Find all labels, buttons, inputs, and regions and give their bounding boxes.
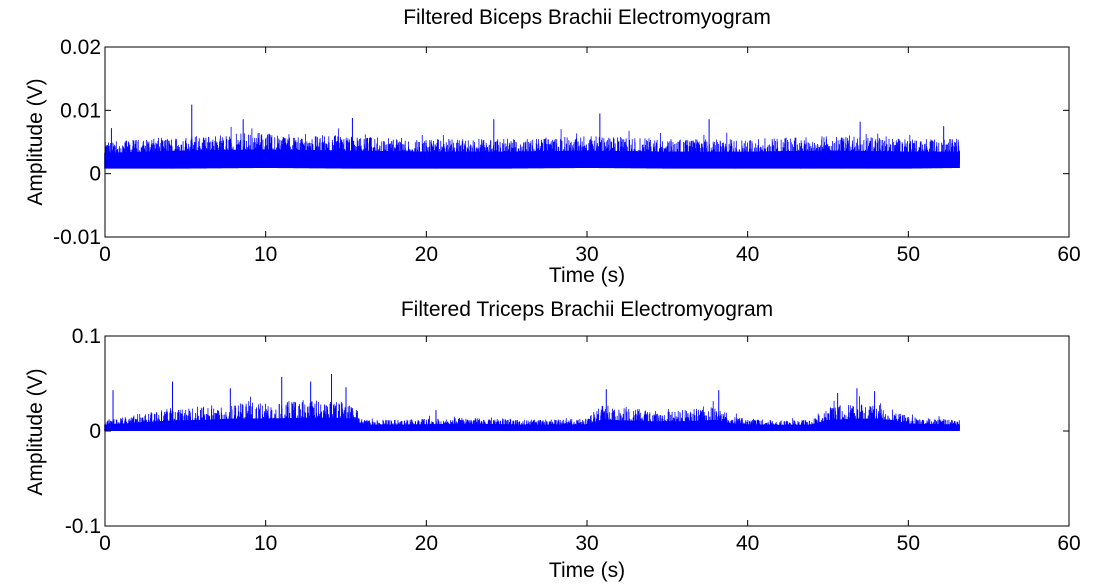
biceps-x-tick-label: 20: [415, 243, 438, 266]
triceps-x-tick-label: 10: [254, 532, 277, 555]
biceps-emg-baseline-band: [104, 149, 960, 169]
biceps-y-tick-label: 0.02: [60, 36, 101, 59]
biceps-plot-panel: Filtered Biceps Brachii Electromyogram 0…: [24, 6, 1081, 287]
triceps-x-axis-label: Time (s): [549, 559, 625, 582]
biceps-plot-title: Filtered Biceps Brachii Electromyogram: [403, 6, 771, 29]
biceps-x-tick-label: 40: [736, 243, 759, 266]
triceps-y-tick-label: -0.1: [65, 515, 101, 538]
biceps-axes-frame: [104, 46, 1070, 238]
triceps-y-tick-label: 0.1: [72, 325, 101, 348]
biceps-x-axis-label: Time (s): [549, 264, 625, 287]
biceps-x-axis: 0 10 20 30 40 50 60: [99, 47, 1081, 266]
triceps-y-axis-label: Amplitude (V): [24, 368, 47, 495]
triceps-x-tick-label: 30: [575, 532, 598, 555]
biceps-y-tick-label: -0.01: [53, 226, 101, 249]
triceps-plot-title: Filtered Triceps Brachii Electromyogram: [401, 298, 773, 321]
biceps-y-tick-label: 0: [89, 163, 101, 186]
triceps-x-tick-label: 40: [736, 532, 759, 555]
biceps-x-tick-label: 10: [254, 243, 277, 266]
triceps-x-axis: 0 10 20 30 40 50 60: [99, 336, 1081, 555]
triceps-x-tick-label: 20: [415, 532, 438, 555]
biceps-y-tick-label: 0.01: [60, 99, 101, 122]
biceps-emg-trace: [104, 104, 960, 169]
biceps-x-tick-label: 50: [897, 243, 920, 266]
biceps-x-tick-label: 0: [99, 243, 111, 266]
triceps-plot-panel: Filtered Triceps Brachii Electromyogram …: [24, 298, 1081, 582]
biceps-x-tick-label: 60: [1057, 243, 1080, 266]
triceps-x-tick-label: 60: [1057, 532, 1080, 555]
triceps-y-tick-label: 0: [89, 420, 101, 443]
triceps-emg-trace: [104, 374, 960, 431]
triceps-x-tick-label: 0: [99, 532, 111, 555]
triceps-x-tick-label: 50: [897, 532, 920, 555]
biceps-y-axis-label: Amplitude (V): [24, 78, 47, 205]
biceps-y-axis: -0.01 0 0.01 0.02: [53, 36, 1069, 249]
triceps-y-axis: -0.1 0 0.1: [65, 325, 1069, 538]
biceps-x-tick-label: 30: [575, 243, 598, 266]
